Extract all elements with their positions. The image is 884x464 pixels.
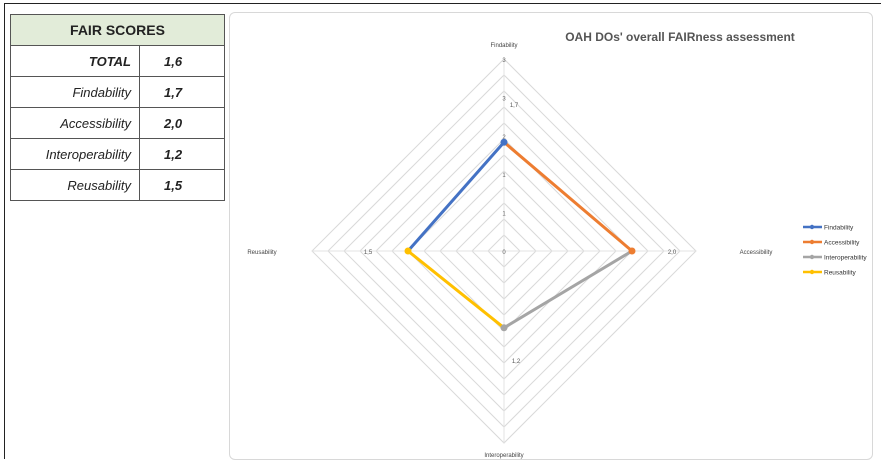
- axis-label: Findability: [490, 43, 517, 49]
- value-label: 2,0: [668, 250, 677, 256]
- table-row: Accessibility 2,0: [10, 107, 225, 139]
- tick-label: 1: [502, 173, 506, 179]
- tick-label: 2: [502, 135, 506, 141]
- data-point-interoperability: [500, 324, 508, 332]
- series-line-interoperability: [502, 249, 634, 330]
- series-line-reusability: [406, 249, 506, 330]
- table-row: Interoperability 1,2: [10, 138, 225, 170]
- legend-marker: [809, 239, 815, 245]
- value-label: 1,5: [364, 250, 373, 256]
- table-row: Findability 1,7: [10, 76, 225, 108]
- chart-title: OAH DOs' overall FAIRness assessment: [565, 30, 795, 44]
- legend-label: Accessibility: [824, 240, 860, 247]
- table-header: FAIR SCORES: [10, 14, 225, 46]
- legend-marker: [809, 254, 815, 260]
- radar-tick-labels: 0 1 1 2 3 3: [502, 58, 506, 256]
- row-label: Findability: [10, 76, 140, 108]
- radar-series: [404, 138, 636, 332]
- value-label: 1,7: [510, 103, 519, 109]
- window-frame: [4, 3, 881, 459]
- tick-label: 3: [502, 58, 506, 64]
- legend-marker: [809, 224, 815, 230]
- legend-label: Findability: [824, 225, 854, 232]
- axis-label: Accessibility: [740, 250, 773, 256]
- radar-value-labels: 1,7 2,0 1,2 1,5: [364, 103, 677, 365]
- data-point-reusability: [404, 247, 412, 255]
- table-row: TOTAL 1,6: [10, 45, 225, 77]
- tick-label: 3: [502, 96, 506, 102]
- row-label: TOTAL: [10, 45, 140, 77]
- legend-label: Interoperability: [824, 255, 867, 262]
- legend-label: Reusability: [824, 270, 857, 277]
- row-value: 2,0: [139, 107, 225, 139]
- radar-axis-labels: Findability Accessibility Interoperability…: [247, 43, 772, 459]
- fair-scores-table: FAIR SCORES TOTAL 1,6 Findability 1,7 Ac…: [10, 14, 225, 201]
- chart-legend: Findability Accessibility Interoperability…: [803, 225, 867, 277]
- row-value: 1,2: [139, 138, 225, 170]
- tick-label: 1: [502, 212, 506, 218]
- row-label: Accessibility: [10, 107, 140, 139]
- row-label: Interoperability: [10, 138, 140, 170]
- row-value: 1,5: [139, 169, 225, 201]
- tick-label: 0: [502, 250, 506, 256]
- row-value: 1,7: [139, 76, 225, 108]
- axis-label: Reusability: [247, 250, 276, 256]
- row-value: 1,6: [139, 45, 225, 77]
- data-point-accessibility: [628, 247, 636, 255]
- legend-marker: [809, 269, 815, 275]
- table-row: Reusability 1,5: [10, 169, 225, 201]
- series-line-findability: [406, 140, 506, 253]
- radar-chart: OAH DOs' overall FAIRness assessment 011…: [247, 30, 867, 459]
- value-label: 1,2: [512, 359, 521, 365]
- axis-label: Interoperability: [484, 453, 523, 459]
- data-point-findability: [500, 138, 508, 146]
- row-label: Reusability: [10, 169, 140, 201]
- series-line-accessibility: [502, 140, 634, 253]
